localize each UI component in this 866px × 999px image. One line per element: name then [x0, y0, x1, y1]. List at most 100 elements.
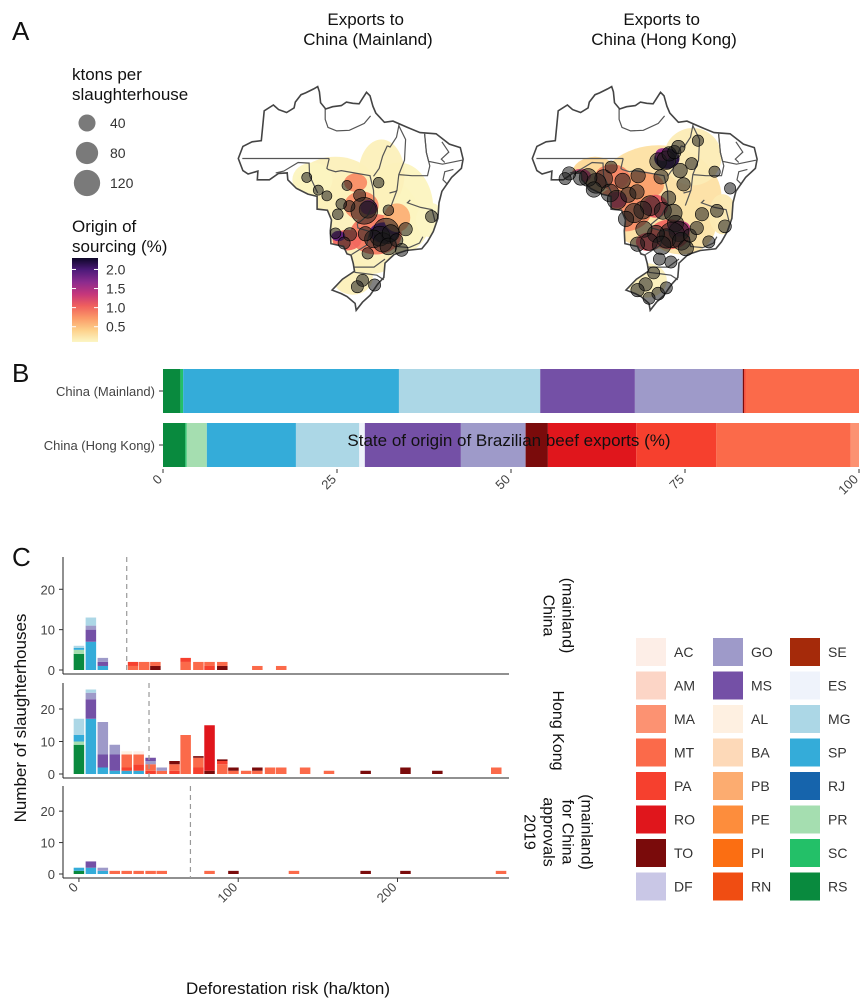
slaughterhouse-point — [398, 222, 413, 237]
hist-bar-mt — [145, 870, 156, 874]
slaughterhouse-point — [647, 266, 661, 280]
slaughterhouse-point — [691, 134, 704, 147]
state-border — [683, 189, 692, 194]
state-legend-swatch-pe — [713, 805, 743, 834]
slaughterhouse-point — [694, 207, 709, 222]
slaughterhouse-point — [585, 181, 602, 198]
hist-bar-pa — [145, 770, 156, 774]
hist-bar-mt — [180, 735, 191, 774]
map-title-mainland: Exports to China (Mainland) — [303, 10, 432, 49]
bar-segment-go — [634, 369, 743, 413]
state-legend-label: TO — [674, 845, 693, 861]
facet-y-tick-label: 10 — [41, 836, 55, 851]
slaughterhouse-point — [630, 168, 646, 184]
state-legend-label: BA — [751, 745, 770, 761]
hist-bar-sp — [85, 718, 97, 774]
hist-bar-pa — [217, 761, 228, 765]
facet-strip-label: (mainland) — [578, 794, 595, 870]
slaughterhouse-point — [604, 160, 618, 174]
hist-bar-mt — [264, 767, 276, 774]
hist-bar-to — [193, 756, 204, 758]
slaughterhouse-point — [672, 163, 688, 179]
sourcing-area — [358, 139, 405, 209]
state-legend-label: SC — [828, 845, 847, 861]
hist-bar-mt — [156, 770, 168, 774]
bar-segment-go — [460, 423, 526, 467]
facet-strip-label: China — [540, 595, 557, 637]
slaughterhouse-point — [724, 182, 737, 195]
hist-bar-pa — [133, 764, 144, 771]
hist-bar-go — [97, 867, 109, 871]
state-legend-label: PE — [751, 812, 770, 828]
state-legend-swatch-am — [636, 671, 666, 700]
hist-bar-mt — [275, 767, 287, 774]
state-legend-label: PR — [828, 812, 847, 828]
state-legend-label: DF — [674, 879, 693, 895]
state-legend-swatch-pr — [790, 805, 820, 834]
state-legend-swatch-pa — [636, 772, 666, 800]
panel-label-a: A — [12, 16, 30, 46]
hist-bar-mt — [491, 767, 502, 774]
hist-bar-mt — [240, 770, 252, 774]
slaughterhouse-point — [329, 227, 342, 239]
state-legend-swatch-to — [636, 839, 666, 867]
hist-bar-go — [85, 692, 97, 700]
slaughterhouse-point — [350, 197, 378, 225]
hist-bar-mg — [73, 645, 85, 648]
hist-bar-mt — [133, 754, 144, 765]
state-legend-swatch-al — [713, 705, 743, 733]
state-legend-label: MS — [751, 678, 772, 694]
size-legend-items: 40 80 120 — [73, 114, 134, 197]
slaughterhouse-point — [653, 169, 669, 185]
color-legend-tick-label: 0.5 — [106, 319, 126, 335]
state-legend-swatch-rs — [790, 872, 820, 901]
hist-bar-ms — [145, 757, 156, 761]
color-legend-tick-label: 1.5 — [106, 281, 126, 297]
state-legend-swatch-pb — [713, 772, 743, 800]
hist-bar-mg — [73, 718, 85, 735]
hist-bar-mt — [150, 661, 161, 666]
state-legend-label: PI — [751, 845, 764, 861]
state-legend-swatch-se — [790, 638, 820, 666]
hist-bar-pr — [73, 741, 85, 745]
hist-bar-mt — [217, 661, 228, 666]
slaughterhouse-point — [332, 208, 344, 220]
slaughterhouse-point — [372, 176, 385, 189]
hist-bar-go — [145, 761, 156, 765]
state-border — [736, 168, 748, 185]
hist-bar-al — [121, 751, 132, 755]
hist-x-axis-title: Deforestation risk (ha/kton) — [186, 979, 390, 998]
state-legend-label: MG — [828, 711, 851, 727]
state-border — [389, 189, 398, 194]
bar-category-label: China (Mainland) — [56, 384, 155, 399]
slaughterhouse-point — [301, 172, 313, 183]
slaughterhouse-point — [335, 198, 347, 210]
size-legend-title: ktons per slaughterhouse — [72, 65, 188, 104]
hist-bar-sp — [73, 647, 85, 650]
bar-segment-pa — [744, 369, 746, 413]
slaughterhouse-point — [312, 184, 324, 196]
facet-strip-label: approvals — [540, 797, 557, 866]
hist-bar-sp — [97, 870, 109, 874]
slaughterhouse-point — [671, 140, 686, 154]
state-border — [326, 158, 330, 170]
state-legend-swatch-go — [713, 638, 743, 666]
color-legend-tick-label: 2.0 — [106, 261, 126, 277]
panel-label-b: B — [12, 358, 29, 388]
slaughterhouse-point — [382, 204, 395, 216]
bar-segment-rs — [163, 423, 186, 467]
bar-x-tick-label: 50 — [492, 472, 513, 493]
hist-bar-go — [156, 767, 168, 771]
slaughterhouse-point — [630, 236, 646, 252]
hist-bar-go — [97, 657, 109, 662]
country-outline-hongkong — [531, 85, 758, 313]
hist-bar-pa — [127, 661, 139, 666]
state-legend-label: RN — [751, 879, 771, 895]
size-legend-circle — [75, 141, 99, 165]
hist-bar-mt — [288, 870, 300, 874]
state-border — [324, 108, 372, 132]
slaughterhouse-point — [689, 221, 704, 236]
state-legend-label: RO — [674, 812, 695, 828]
state-legend-label: SP — [828, 745, 847, 761]
state-legend-label: AL — [751, 711, 768, 727]
